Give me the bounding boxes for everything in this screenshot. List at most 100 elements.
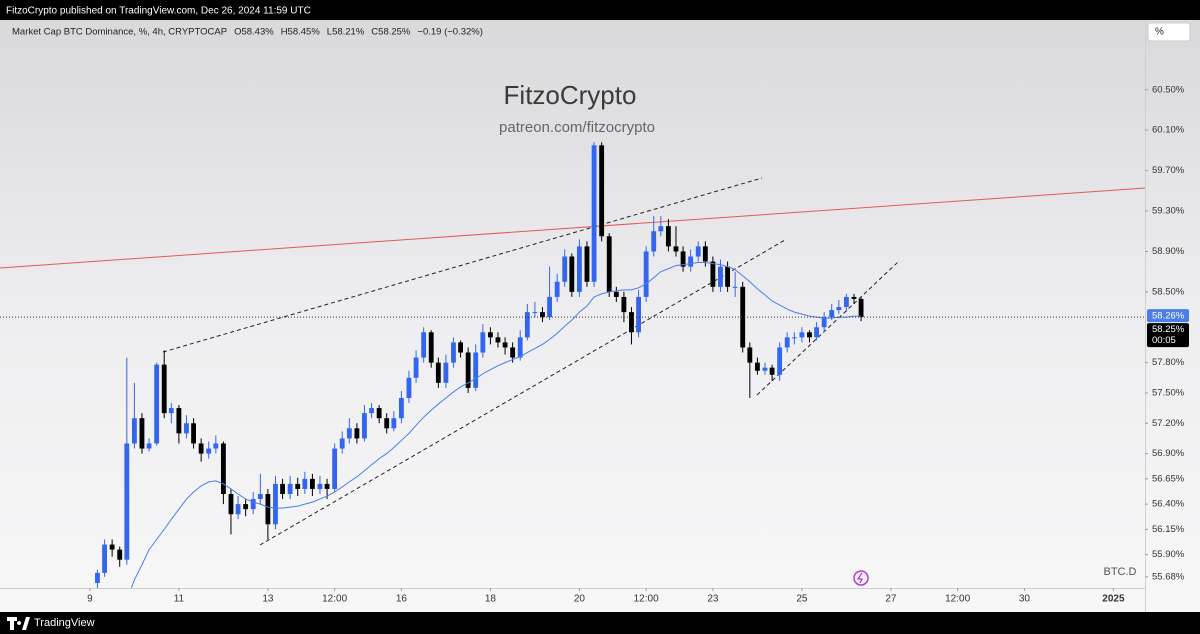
candle-body [376,408,382,419]
y-tick-label: 58.90% [1152,246,1185,257]
candle-body [524,312,530,338]
y-tick-label: 60.10% [1152,125,1185,136]
candle-body [777,347,783,375]
candle-body [718,266,723,287]
x-tick-label: 27 [885,594,897,605]
candle-body [540,312,545,318]
y-tick-label: 55.68% [1152,571,1185,582]
x-tick-label: 16 [396,594,408,605]
y-tick-label: 57.50% [1152,387,1185,398]
candle-body [814,327,820,338]
drawings [0,177,1145,546]
candle-body [495,337,501,343]
candle-body [124,443,130,560]
candle-body [517,337,523,358]
candle-body [673,246,679,252]
legend-item: C58.25% [371,27,411,38]
watermark-subtitle: patreon.com/fitzocrypto [499,119,655,136]
scale-button-label[interactable]: % [1155,27,1164,38]
candle-body [710,261,716,287]
candle-body [369,408,375,414]
y-tick-label: 56.65% [1152,473,1185,484]
candle-body [428,332,434,363]
candle-body [435,362,441,383]
x-tick-label: 25 [796,594,808,605]
x-tick-label: 9 [87,594,93,605]
x-tick-label: 18 [485,594,497,605]
axes: 60.50% 60.10% 59.70% 59.30% 58.90% 58.50% 57.8… [0,20,1189,612]
tradingview-logo [7,617,30,630]
candle-body [354,428,360,439]
candle-body [198,443,204,454]
alert-icon[interactable] [853,570,869,586]
y-tick-label: 59.30% [1152,206,1185,217]
candle-body [769,367,775,375]
moving-average-line [130,262,862,588]
symbol-label: BTC.D [1104,566,1137,578]
last-price-label: 58.25% [1152,324,1185,335]
candle-body [576,246,582,292]
x-tick-label: 23 [707,594,719,605]
candle-body [791,337,797,339]
candle-body [606,236,612,292]
header-text: FitzoCrypto published on TradingView.com… [6,6,311,17]
legend-item: −0.19 (−0.32%) [417,27,483,38]
candle-body [851,296,857,299]
candle-body [799,332,805,338]
plot [0,142,1145,588]
candle-body [117,549,123,560]
y-tick-label: 56.40% [1152,499,1185,510]
candle-body [287,483,293,495]
candle-body [547,296,553,318]
candle-body [695,246,701,257]
candle-body [532,312,538,314]
candle-body [109,544,115,550]
legend-item: O58.43% [234,27,274,38]
y-tick-label: 59.70% [1152,165,1185,176]
candle-body [168,408,174,414]
x-tick-label: 12:00 [322,594,347,605]
x-tick-label: 12:00 [945,594,970,605]
candle-body [413,357,419,378]
candle-body [732,286,738,288]
candle-body [421,332,427,358]
channel-upper [162,177,763,353]
candle-body [309,478,315,489]
candle-body [740,286,746,348]
candle-body [443,362,449,383]
candle-body [465,352,471,388]
candle-body [131,418,137,444]
candle-body [273,483,278,525]
candle-body [762,367,768,371]
x-tick-label: 2025 [1102,594,1125,605]
last-price-badge [1147,323,1189,348]
candle-body [243,504,249,510]
candle-body [821,317,827,328]
candle-body [591,145,597,282]
candle-body [599,145,605,237]
candle-body [636,296,642,333]
candle-body [754,362,760,371]
candle-body [554,281,560,297]
x-tick-label: 13 [262,594,274,605]
legend-item: Market Cap BTC Dominance, %, 4h, CRYPTOC… [12,27,227,38]
candle-body [324,483,330,489]
scale-button[interactable] [1147,22,1191,42]
candle-body [680,251,686,267]
candle-body [102,544,107,573]
candle-body [362,413,367,439]
candle-body [629,312,634,333]
overlay-value-badge [1147,309,1189,323]
overlay-value-label: 58.26% [1152,311,1185,322]
candle-body [213,443,219,449]
candle-body [257,494,263,500]
candle-body [829,310,835,318]
countdown-label: 00:05 [1152,335,1176,346]
y-tick-label: 56.90% [1152,448,1185,459]
footer-bar [0,612,1200,634]
candle-body [154,364,160,444]
y-tick-label: 57.20% [1152,418,1185,429]
candle-body [836,307,842,311]
candle-body [317,483,323,489]
